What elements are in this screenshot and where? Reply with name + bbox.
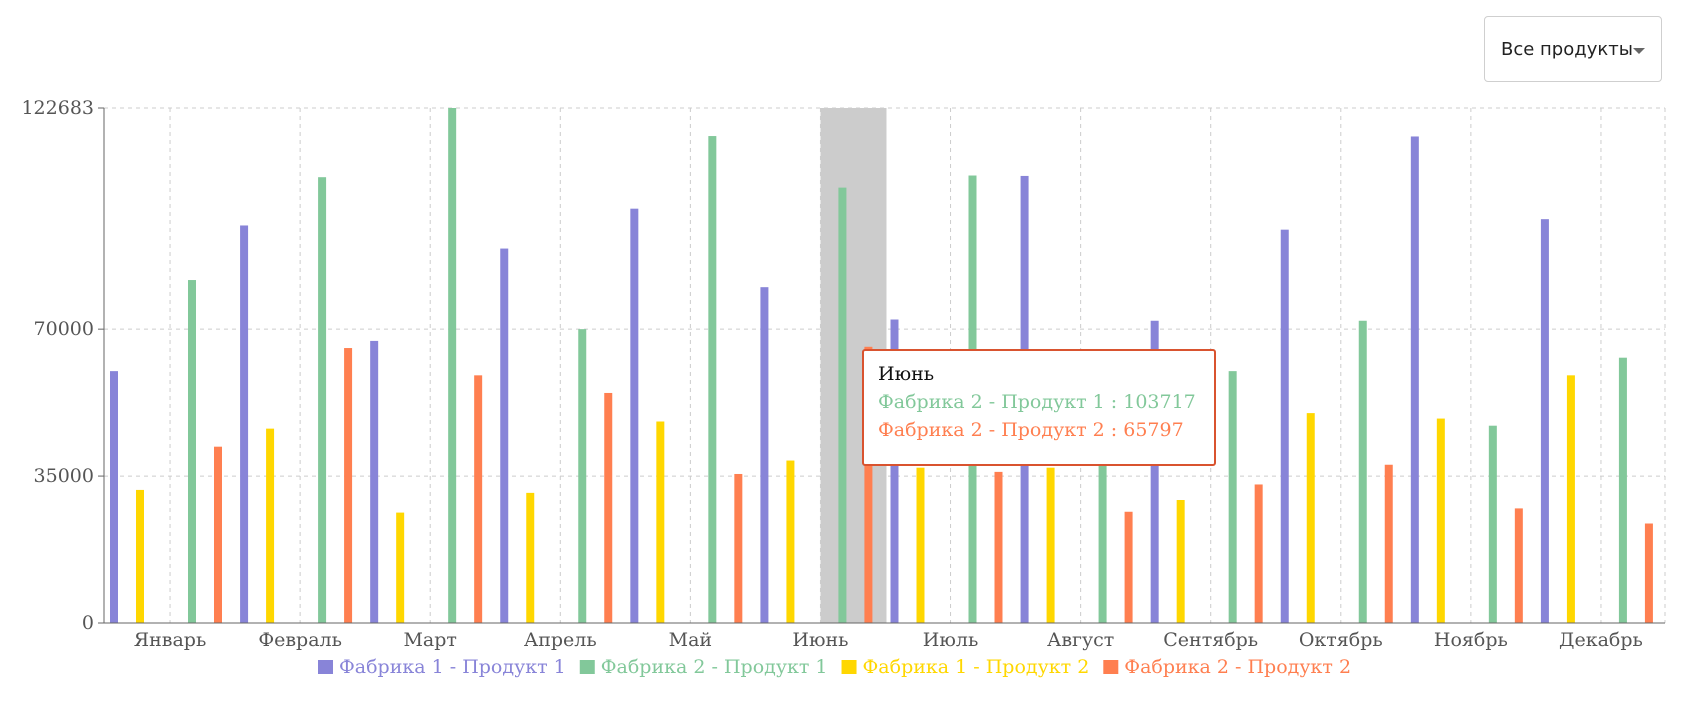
bar: [266, 428, 275, 623]
bar: [1410, 136, 1419, 623]
x-tick-label: Сентябрь: [1163, 629, 1258, 651]
bar: [630, 208, 639, 623]
bar: [1566, 375, 1575, 623]
legend-swatch: [1103, 660, 1119, 674]
bar: [1176, 500, 1185, 623]
product-selector-label: Все продукты: [1501, 38, 1633, 60]
tooltip-row-1: Фабрика 2 - Продукт 1 : 103717: [878, 391, 1196, 413]
x-tick-label: Ноябрь: [1434, 629, 1508, 651]
x-tick-label: Июнь: [792, 629, 848, 651]
bar: [734, 473, 743, 623]
bar: [1436, 418, 1445, 623]
bar: [474, 375, 483, 623]
chevron-down-icon: [1633, 48, 1645, 54]
bar: [786, 460, 795, 623]
bar: [1358, 320, 1367, 623]
bar: [1254, 484, 1263, 623]
x-tick-label: Февраль: [258, 629, 342, 651]
bar: [864, 346, 873, 623]
y-tick-label: 122683: [21, 97, 94, 119]
product-selector[interactable]: Все продукты: [1484, 16, 1662, 82]
bar: [656, 421, 665, 623]
bar: [214, 446, 222, 623]
x-tick-label: Апрель: [524, 629, 597, 651]
legend-label: Фабрика 2 - Продукт 1: [601, 656, 828, 678]
bar: [604, 392, 613, 623]
axes-layer: 0 35000 70000 122683 Январь Февраль Март Апрель…: [21, 97, 1665, 651]
legend-swatch: [841, 660, 857, 674]
bar: [1540, 219, 1549, 623]
bar: [448, 108, 457, 623]
bar: [526, 492, 535, 623]
x-tick-label: Декабрь: [1559, 629, 1643, 651]
x-tick-label: Май: [669, 629, 712, 651]
bar: [500, 248, 509, 623]
legend-label: Фабрика 1 - Продукт 2: [863, 656, 1090, 678]
bar: [708, 136, 717, 624]
tooltip-row-2: Фабрика 2 - Продукт 2 : 65797: [878, 419, 1184, 441]
legend: Фабрика 1 - Продукт 1 Фабрика 2 - Продукт…: [318, 656, 1351, 678]
bar: [916, 467, 925, 623]
y-tick-label: 70000: [34, 318, 94, 340]
bar: [890, 319, 899, 623]
bar: [136, 489, 144, 623]
bar: [318, 177, 327, 623]
legend-label: Фабрика 1 - Продукт 1: [339, 656, 566, 678]
bar: [1150, 320, 1159, 623]
bar: [240, 225, 249, 623]
bar: [110, 371, 118, 623]
tooltip-title: Июнь: [878, 363, 935, 385]
x-tick-label: Январь: [134, 629, 207, 651]
legend-swatch: [318, 660, 333, 674]
bar: [994, 471, 1003, 623]
bar: [1306, 413, 1315, 623]
bar: [1228, 371, 1237, 623]
bar: [344, 348, 353, 623]
bar: [838, 187, 847, 624]
bar: [1384, 464, 1393, 623]
legend-label: Фабрика 2 - Продукт 2: [1124, 656, 1351, 678]
bar: [1280, 229, 1289, 623]
bar: [370, 340, 379, 623]
legend-swatch: [579, 660, 595, 674]
bar: [1514, 508, 1523, 623]
bar: [578, 329, 587, 623]
x-tick-label: Октябрь: [1299, 629, 1383, 651]
bar: [760, 287, 769, 623]
y-tick-label: 35000: [34, 465, 94, 487]
bar: [1618, 357, 1627, 623]
bar: [1488, 425, 1497, 623]
x-tick-label: Июль: [923, 629, 979, 651]
bar: [188, 280, 196, 623]
bar: [1124, 511, 1133, 623]
bar: [396, 512, 405, 623]
bar: [1098, 350, 1107, 623]
x-tick-label: Март: [403, 629, 456, 651]
y-tick-label: 0: [82, 612, 94, 634]
bar: [1644, 523, 1653, 623]
x-tick-label: Август: [1047, 629, 1114, 651]
bar: [1046, 467, 1055, 623]
chart-tooltip: Июнь Фабрика 2 - Продукт 1 : 103717 Фабр…: [862, 349, 1216, 466]
